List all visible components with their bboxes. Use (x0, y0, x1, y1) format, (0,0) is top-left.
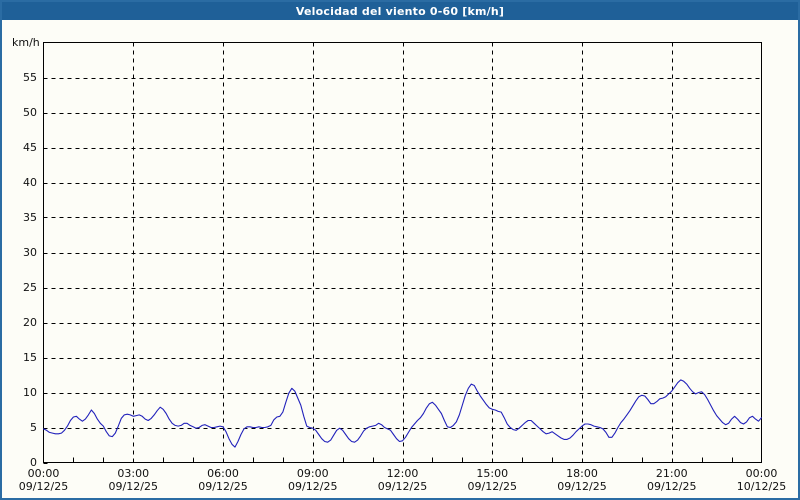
x-axis-tick-time: 06:00 (207, 466, 239, 480)
y-axis-tick-label: 10 (23, 385, 37, 399)
x-axis-tick-label: 09:00 09/12/25 (278, 467, 348, 493)
horizontal-gridlines (43, 78, 762, 429)
x-axis-tick-date: 09/12/25 (288, 479, 338, 493)
x-axis-tick-time: 15:00 (476, 466, 509, 480)
x-axis-tick-date: 09/12/25 (198, 479, 248, 493)
x-axis-tick-time: 00:00 (745, 466, 778, 480)
y-axis-tick-label: 20 (23, 315, 37, 329)
x-axis-tick-date: 09/12/25 (108, 479, 158, 493)
x-axis-tick-date: 09/12/25 (377, 479, 428, 493)
y-axis-tick-label: 55 (23, 70, 37, 84)
y-axis-tick-label: 5 (30, 420, 37, 434)
vertical-gridlines (133, 42, 673, 463)
y-axis-tick-label: 50 (23, 105, 37, 119)
x-axis-tick-date: 10/12/25 (736, 479, 787, 493)
x-axis-tick-label: 12:00 09/12/25 (368, 467, 438, 493)
axis-minor-ticks (43, 78, 733, 464)
y-axis-tick-label: 30 (23, 245, 37, 259)
x-axis-tick-label: 18:00 09/12/25 (547, 467, 617, 493)
wind-speed-series-line (42, 379, 763, 448)
window-title-bar: Velocidad del viento 0-60 [km/h] (2, 2, 798, 20)
y-axis-tick-label: 40 (23, 175, 37, 189)
y-axis-unit-label: km/h (12, 36, 40, 49)
x-axis-tick-time: 03:00 (117, 466, 150, 480)
y-axis-tick-label: 45 (23, 140, 37, 154)
window-title: Velocidad del viento 0-60 [km/h] (295, 4, 505, 18)
x-axis-tick-time: 21:00 (655, 466, 688, 480)
x-axis-tick-time: 18:00 (566, 466, 598, 480)
y-axis-tick-label: 15 (23, 350, 37, 364)
x-axis-tick-date: 09/12/25 (647, 479, 697, 493)
x-axis-tick-date: 09/12/25 (557, 479, 607, 493)
x-axis-tick-time: 09:00 (296, 466, 329, 480)
plot-frame-border (43, 42, 762, 463)
x-axis-tick-label: 00:00 09/12/25 (9, 467, 79, 493)
x-axis-tick-label: 06:00 09/12/25 (188, 467, 258, 493)
y-axis-tick-label: 0 (30, 455, 37, 469)
x-axis-tick-time: 00:00 (27, 466, 60, 480)
y-axis-tick-label: 25 (23, 280, 37, 294)
chart-canvas: 0 5 10 15 20 25 30 35 40 45 50 55 00:00 09/12/25 03:0… (2, 20, 798, 498)
x-axis-tick-date: 09/12/25 (467, 479, 517, 493)
x-axis-tick-time: 12:00 (386, 466, 419, 480)
x-axis-tick-label: 00:00 10/12/25 (727, 467, 797, 493)
x-axis-tick-label: 03:00 09/12/25 (98, 467, 168, 493)
x-axis-tick-label: 21:00 09/12/25 (637, 467, 707, 493)
x-axis-tick-label: 15:00 09/12/25 (457, 467, 527, 493)
y-axis-tick-label: 35 (23, 210, 37, 224)
chart-plot-svg (42, 42, 763, 464)
x-axis-tick-date: 09/12/25 (18, 479, 69, 493)
